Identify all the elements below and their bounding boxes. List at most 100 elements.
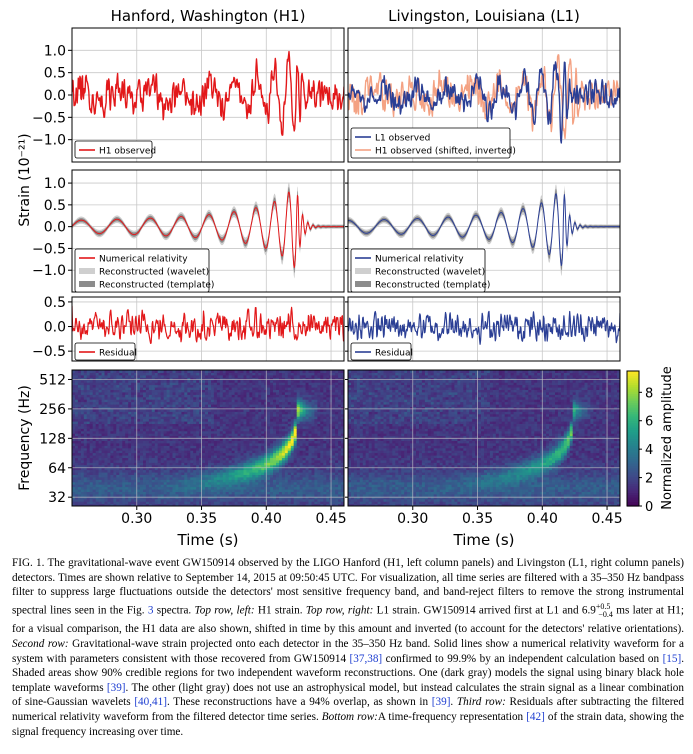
spectrogram-cell	[299, 489, 304, 492]
spectrogram-cell	[202, 370, 206, 373]
spectrogram-cell	[228, 428, 233, 432]
spectrogram-cell	[284, 387, 289, 390]
spectrogram-cell	[101, 423, 106, 427]
spectrogram-cell	[172, 377, 177, 381]
spectrogram-cell	[279, 421, 283, 424]
spectrogram-cell	[92, 442, 97, 446]
spectrogram-cell	[261, 455, 265, 458]
spectrogram-cell	[311, 413, 316, 417]
spectrogram-cell	[290, 493, 295, 497]
spectrogram-cell	[240, 418, 245, 422]
spectrogram-cell	[279, 389, 283, 393]
spectrogram-cell	[145, 416, 150, 420]
spectrogram-cell	[284, 450, 289, 454]
spectrogram-cell	[213, 423, 218, 427]
spectrogram-cell	[196, 413, 200, 417]
spectrogram-cell	[110, 377, 114, 381]
spectrogram-cell	[299, 455, 304, 458]
spectrogram-cell	[125, 491, 129, 495]
spectrogram-cell	[116, 435, 120, 439]
spectrogram-cell	[246, 421, 250, 424]
spectrogram-cell	[213, 404, 218, 407]
spectrogram-cell	[317, 408, 321, 412]
spectrogram-cell	[172, 496, 177, 500]
spectrogram-cell	[95, 462, 100, 466]
gw150914-figure: 1.00.50.0−0.5−1.01.00.50.0−0.5−1.00.50.0…	[17, 7, 675, 549]
spectrogram-cell	[293, 484, 298, 488]
spectrogram-cell	[234, 391, 239, 395]
spectrogram-cell	[104, 450, 109, 454]
spectrogram-cell	[107, 430, 112, 434]
spectrogram-cell	[157, 370, 162, 373]
spectrogram-cell	[160, 408, 165, 412]
spectrogram-cell	[246, 440, 250, 444]
spectrogram-cell	[255, 370, 259, 373]
spectrogram-cell	[311, 430, 316, 434]
spectrogram-cell	[216, 435, 221, 439]
spectrogram-cell	[86, 462, 91, 466]
spectrogram-cell	[302, 498, 307, 502]
spectrogram-cell	[279, 503, 283, 506]
spectrogram-cell	[110, 501, 114, 505]
spectrogram-cell	[302, 459, 307, 463]
spectrogram-cell	[296, 406, 301, 410]
spectrogram-cell	[175, 418, 180, 422]
spectrogram-cell	[267, 384, 271, 388]
spectrogram-cell	[169, 452, 174, 456]
spectrogram-cell	[255, 464, 259, 468]
spectrogram-cell	[169, 462, 174, 466]
spectrogram-cell	[187, 387, 191, 390]
spectrogram-cell	[246, 423, 250, 427]
spectrogram-cell	[163, 372, 168, 376]
spectrogram-cell	[134, 474, 138, 478]
spectrogram-cell	[270, 484, 274, 488]
spectrogram-cell	[231, 445, 236, 449]
spectrogram-cell	[107, 433, 112, 437]
spectrogram-cell	[101, 379, 106, 383]
spectrogram-cell	[110, 389, 114, 393]
spectrogram-cell	[125, 489, 129, 492]
spectrogram-cell	[320, 377, 324, 381]
spectrogram-cell	[160, 389, 165, 393]
spectrogram-cell	[151, 404, 156, 407]
spectrogram-cell	[216, 474, 221, 478]
spectrogram-cell	[154, 457, 159, 461]
spectrogram-cell	[252, 374, 256, 378]
spectrogram-cell	[237, 481, 242, 485]
spectrogram-cell	[77, 387, 82, 390]
spectrogram-cell	[323, 464, 327, 468]
spectrogram-cell	[128, 476, 132, 480]
spectrogram-cell	[281, 394, 286, 398]
spectrogram-cell	[77, 418, 82, 422]
spectrogram-cell	[228, 486, 233, 490]
spectrogram-cell	[137, 406, 141, 410]
spectrogram-cell	[267, 406, 271, 410]
spectrogram-cell	[151, 442, 156, 446]
spectrogram-cell	[258, 411, 262, 415]
spectrogram-cell	[110, 382, 114, 386]
spectrogram-cell	[193, 374, 197, 378]
spectrogram-cell	[222, 450, 227, 454]
spectrogram-cell	[202, 372, 206, 376]
spectrogram-cell	[75, 442, 79, 446]
spectrogram-cell	[107, 440, 112, 444]
spectrogram-cell	[178, 416, 182, 420]
spectrogram-cell	[119, 474, 123, 478]
spectrogram-cell	[314, 408, 318, 412]
spectrogram-cell	[314, 382, 318, 386]
spectrogram-cell	[83, 450, 88, 454]
spectrogram-cell	[293, 459, 298, 463]
spectrogram-cell	[255, 501, 259, 505]
spectrogram-cell	[273, 491, 277, 495]
spectrogram-cell	[305, 406, 310, 410]
spectrogram-cell	[172, 389, 177, 393]
spectrogram-cell	[228, 379, 233, 383]
spectrogram-cell	[219, 435, 224, 439]
spectrogram-cell	[225, 418, 230, 422]
spectrogram-cell	[273, 389, 277, 393]
spectrogram-cell	[98, 469, 103, 473]
spectrogram-cell	[219, 372, 224, 376]
spectrogram-cell	[267, 498, 271, 502]
spectrogram-cell	[284, 469, 289, 473]
spectrogram-cell	[172, 399, 177, 403]
